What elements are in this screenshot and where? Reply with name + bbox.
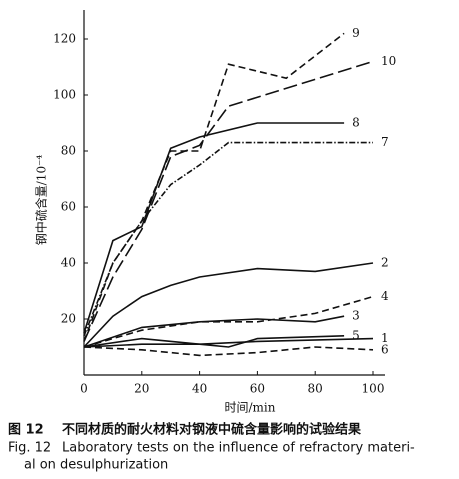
line-series: [83, 335, 345, 348]
y-tick-label: 40: [61, 256, 76, 270]
x-tick-label: 20: [134, 382, 149, 396]
x-tick-label: 40: [192, 382, 207, 396]
series-label: 8: [352, 116, 360, 130]
series-label: 7: [381, 135, 389, 149]
y-tick-label: 120: [53, 32, 76, 46]
x-tick-label: 0: [80, 382, 88, 396]
x-tick-label: 60: [250, 382, 265, 396]
caption-cn: 不同材质的耐火材料对钢液中硫含量影响的试验结果: [62, 422, 361, 438]
series-label: 1: [381, 331, 389, 345]
line-series: [83, 122, 345, 334]
line-series: [83, 295, 374, 348]
series-label: 2: [381, 256, 389, 270]
line-series: [83, 315, 345, 348]
series-label: 6: [381, 342, 389, 356]
series-label: 9: [352, 26, 360, 40]
series-label: 5: [352, 328, 360, 342]
series-label: 3: [352, 309, 360, 323]
line-series: [83, 346, 374, 357]
y-tick-label: 100: [53, 88, 76, 102]
line-series: [83, 262, 374, 348]
x-tick-label: 100: [362, 382, 385, 396]
caption-en-label: Fig. 12: [8, 441, 51, 456]
series-label: 4: [381, 289, 389, 303]
y-axis-label: 钢中硫含量/10⁻⁴: [34, 155, 49, 246]
line-series: [83, 32, 345, 342]
x-axis-label: 时间/min: [225, 401, 276, 415]
line-series: [83, 337, 374, 348]
line-series: [83, 60, 374, 342]
series-label: 10: [381, 54, 396, 68]
caption-en: Laboratory tests on the influence of ref…: [62, 441, 415, 456]
y-tick-label: 20: [61, 312, 76, 326]
y-tick-label: 80: [61, 144, 76, 158]
x-tick-label: 80: [308, 382, 323, 396]
y-tick-label: 60: [61, 200, 76, 214]
caption-en: al on desulphurization: [24, 458, 168, 473]
caption-cn-label: 图 12: [8, 423, 44, 438]
